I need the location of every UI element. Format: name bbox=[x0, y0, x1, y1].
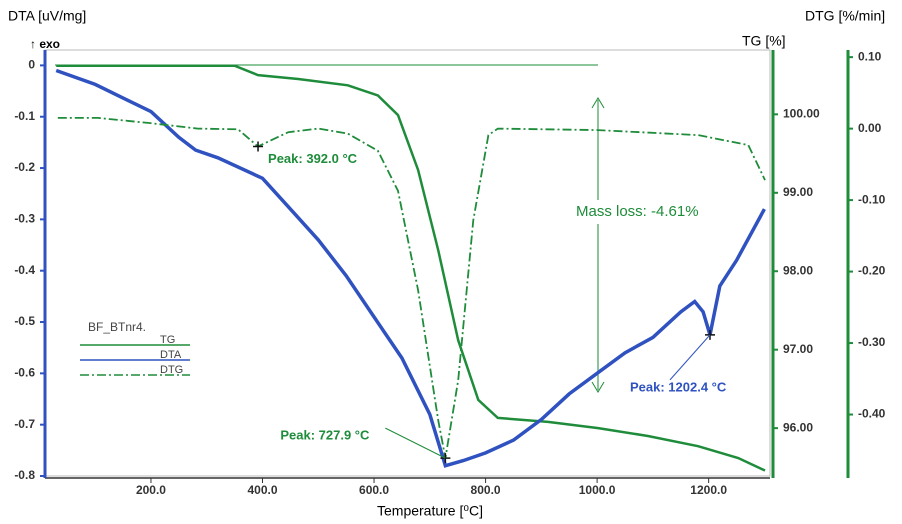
peak-marker bbox=[704, 329, 715, 340]
y2-axis-label: TG [%] bbox=[742, 33, 786, 49]
y3-tick-label: -0.20 bbox=[858, 264, 886, 278]
y2-tick-label: 96.00 bbox=[783, 420, 813, 434]
x-tick-label: 800.0 bbox=[471, 483, 501, 497]
peak-label: Peak: 727.9 °C bbox=[280, 428, 370, 443]
y3-tick-label: -0.30 bbox=[858, 335, 886, 349]
y-axis-label: DTA [uV/mg] bbox=[8, 8, 86, 24]
y2-tick-label: 97.00 bbox=[783, 342, 813, 356]
legend-title: BF_BTnr4. bbox=[88, 320, 146, 334]
x-tick-label: 400.0 bbox=[247, 483, 277, 497]
mass-loss-label: Mass loss: -4.61% bbox=[576, 203, 699, 220]
x-tick-label: 1000.0 bbox=[579, 483, 616, 497]
series-line bbox=[55, 68, 766, 468]
y-tick-label: -0.3 bbox=[14, 212, 35, 226]
y3-tick-label: -0.40 bbox=[858, 407, 886, 421]
legend-label: DTA bbox=[160, 349, 182, 361]
y3-axis-label: DTG [%/min] bbox=[805, 8, 885, 24]
y-tick-label: -0.8 bbox=[14, 468, 35, 482]
x-tick-label: 200.0 bbox=[136, 483, 166, 497]
y-tick-label: -0.6 bbox=[14, 366, 35, 380]
y2-tick-label: 100.00 bbox=[783, 107, 820, 121]
peak-label: Peak: 392.0 °C bbox=[268, 151, 358, 166]
y-tick-label: 0 bbox=[28, 58, 35, 72]
x-tick-label: 1200.0 bbox=[690, 483, 727, 497]
y2-tick-label: 99.00 bbox=[783, 185, 813, 199]
x-axis-label: Temperature [⁰C] bbox=[377, 503, 483, 519]
y3-tick-label: -0.10 bbox=[858, 192, 886, 206]
label-bg bbox=[574, 200, 714, 224]
y2-tick-label: 98.00 bbox=[783, 263, 813, 277]
y-tick-label: -0.1 bbox=[14, 109, 35, 123]
legend bbox=[72, 318, 212, 394]
peak-label: Peak: 1202.4 °C bbox=[630, 379, 727, 394]
y3-tick-label: 0.10 bbox=[858, 49, 882, 63]
series-line bbox=[57, 117, 766, 459]
y-tick-label: -0.5 bbox=[14, 314, 35, 328]
legend-label: DTG bbox=[160, 364, 183, 376]
y-tick-label: -0.4 bbox=[14, 263, 35, 277]
leader-line bbox=[385, 427, 446, 459]
y3-tick-label: 0.00 bbox=[858, 121, 882, 135]
y-tick-label: -0.2 bbox=[14, 160, 35, 174]
legend-label: TG bbox=[160, 334, 175, 346]
y-tick-label: -0.7 bbox=[14, 417, 35, 431]
arrow-heads bbox=[591, 97, 605, 393]
x-tick-label: 600.0 bbox=[359, 483, 389, 497]
peak-marker bbox=[253, 141, 264, 152]
series-line bbox=[56, 64, 766, 472]
leader-line bbox=[669, 334, 711, 381]
y-axis-note: ↑ exo bbox=[30, 37, 60, 51]
